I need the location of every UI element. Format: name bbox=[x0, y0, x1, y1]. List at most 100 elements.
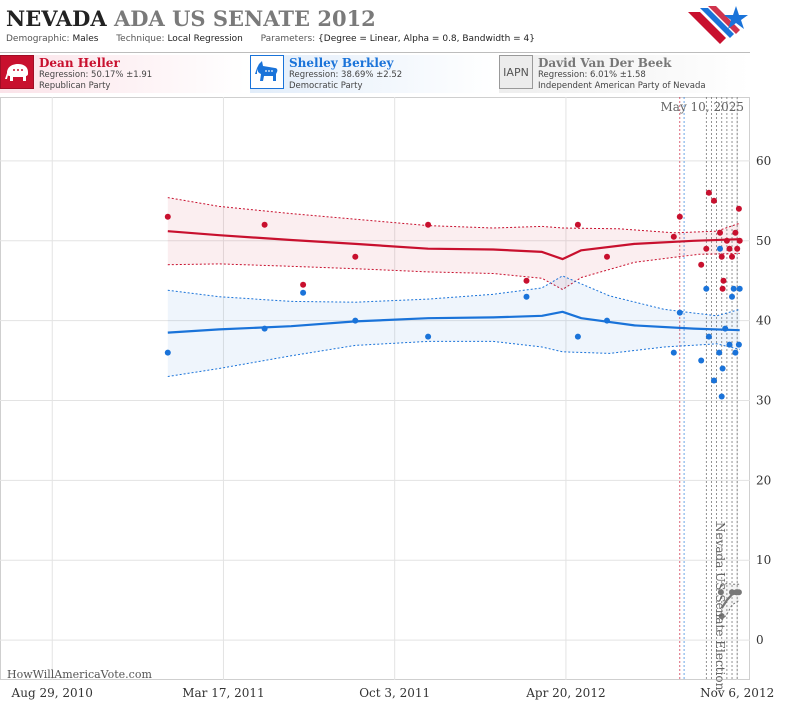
poll-point bbox=[719, 365, 726, 372]
poll-point bbox=[703, 285, 710, 292]
x-tick-label: Nov 6, 2012 bbox=[700, 686, 774, 700]
candidate-party: Independent American Party of Nevada bbox=[538, 81, 706, 91]
poll-point bbox=[523, 293, 530, 300]
poll-point bbox=[729, 253, 735, 260]
demographic-label: Demographic: bbox=[6, 34, 70, 44]
y-tick-label: 20 bbox=[756, 473, 771, 487]
poll-point bbox=[705, 333, 712, 340]
poll-point bbox=[716, 349, 723, 356]
poll-point bbox=[729, 293, 735, 300]
poll-point bbox=[718, 393, 725, 400]
trend-lines bbox=[167, 230, 741, 609]
candidate-regression: Regression: 50.17% ±1.91 bbox=[39, 70, 153, 80]
poll-point bbox=[705, 189, 712, 196]
poll-point bbox=[729, 589, 735, 596]
x-tick-label: Apr 20, 2012 bbox=[525, 686, 605, 700]
confidence-upper bbox=[167, 197, 740, 234]
y-tick-label: 30 bbox=[756, 393, 771, 407]
chart-title: NEVADA ADA US SENATE 2012 bbox=[6, 6, 376, 31]
poll-point bbox=[732, 349, 739, 356]
technique-label: Technique: bbox=[116, 34, 165, 44]
flag-star-logo-icon bbox=[688, 6, 748, 44]
candidate-name: Shelley Berkley bbox=[289, 56, 394, 70]
candidate-party: Republican Party bbox=[39, 81, 111, 91]
confidence-band bbox=[167, 197, 740, 290]
poll-point bbox=[164, 213, 171, 220]
candidate-card-heller: Dean Heller Regression: 50.17% ±1.91 Rep… bbox=[0, 55, 245, 93]
y-tick-label: 10 bbox=[756, 553, 771, 567]
poll-point bbox=[164, 349, 171, 356]
title-race: ADA US SENATE 2012 bbox=[113, 6, 376, 31]
election-label: Nevada US Senate Election bbox=[713, 522, 727, 691]
poll-point bbox=[574, 221, 581, 228]
candidate-card-berkley: Shelley Berkley Regression: 38.69% ±2.52… bbox=[250, 55, 495, 93]
poll-point bbox=[717, 229, 723, 236]
poll-point bbox=[723, 237, 730, 244]
poll-point bbox=[736, 285, 743, 292]
poll-point bbox=[352, 317, 359, 324]
poll-point bbox=[719, 285, 726, 292]
poll-point bbox=[718, 613, 725, 620]
confidence-lower bbox=[167, 340, 740, 377]
chart-date-label: May 10, 2025 bbox=[661, 100, 744, 114]
poll-point bbox=[730, 285, 737, 292]
header-divider bbox=[0, 52, 750, 53]
chart-header: NEVADA ADA US SENATE 2012 Demographic: M… bbox=[0, 0, 750, 52]
poll-point bbox=[736, 237, 743, 244]
poll-point bbox=[722, 325, 729, 332]
parameters-label: Parameters: bbox=[260, 34, 316, 44]
candidate-card-van-der-beek: IAPN David Van Der Beek Regression: 6.01… bbox=[499, 55, 750, 93]
plot-frame bbox=[0, 97, 750, 680]
poll-point bbox=[732, 229, 739, 236]
candidate-name: David Van Der Beek bbox=[538, 56, 672, 70]
poll-point bbox=[735, 205, 742, 212]
poll-point bbox=[703, 245, 710, 252]
donkey-icon bbox=[250, 55, 284, 89]
confidence-upper bbox=[721, 582, 740, 587]
y-tick-label: 50 bbox=[756, 234, 771, 248]
poll-point bbox=[352, 253, 359, 260]
grid bbox=[0, 97, 750, 680]
trend-line bbox=[167, 230, 740, 261]
poll-point bbox=[676, 213, 683, 220]
candidate-regression: Regression: 6.01% ±1.58 bbox=[538, 70, 646, 80]
poll-point bbox=[523, 277, 530, 284]
trend-line bbox=[167, 310, 740, 334]
elephant-icon bbox=[0, 55, 34, 89]
poll-point bbox=[726, 341, 733, 348]
site-credit: HowWillAmericaVote.com bbox=[7, 668, 152, 681]
poll-point bbox=[698, 261, 705, 268]
candidate-name: Dean Heller bbox=[39, 56, 120, 70]
poll-point bbox=[735, 589, 742, 596]
poll-point bbox=[726, 245, 733, 252]
confidence-bands bbox=[167, 197, 740, 621]
confidence-lower bbox=[721, 599, 740, 621]
poll-points bbox=[164, 189, 743, 620]
poll-point bbox=[711, 377, 717, 384]
poll-point bbox=[261, 325, 268, 332]
poll-point bbox=[734, 245, 741, 252]
poll-point bbox=[300, 281, 307, 288]
poll-point bbox=[425, 221, 432, 228]
poll-point bbox=[735, 341, 742, 348]
axes: 0 10 20 30 40 50 60 Aug 29, 2010 Mar 17, 2011 Oct… bbox=[11, 154, 775, 700]
technique-value: Local Regression bbox=[167, 34, 243, 44]
poll-point bbox=[670, 233, 677, 240]
poll-point bbox=[717, 589, 724, 596]
poll-point bbox=[425, 333, 432, 340]
y-tick-label: 0 bbox=[756, 633, 764, 647]
demographic-value: Males bbox=[72, 34, 99, 44]
x-tick-label: Aug 29, 2010 bbox=[11, 686, 93, 700]
x-tick-label: Mar 17, 2011 bbox=[182, 686, 264, 700]
confidence-band bbox=[167, 275, 740, 377]
title-state: NEVADA bbox=[6, 6, 107, 31]
x-tick-label: Oct 3, 2011 bbox=[359, 686, 430, 700]
y-tick-label: 60 bbox=[756, 154, 771, 168]
chart-parameters: Demographic: Males Technique: Local Regr… bbox=[6, 34, 535, 44]
parameters-value: {Degree = Linear, Alpha = 0.8, Bandwidth… bbox=[318, 34, 536, 44]
iapn-text-icon: IAPN bbox=[499, 55, 533, 89]
poll-point bbox=[698, 357, 705, 364]
poll-point bbox=[604, 253, 610, 260]
poll-point bbox=[670, 349, 677, 356]
